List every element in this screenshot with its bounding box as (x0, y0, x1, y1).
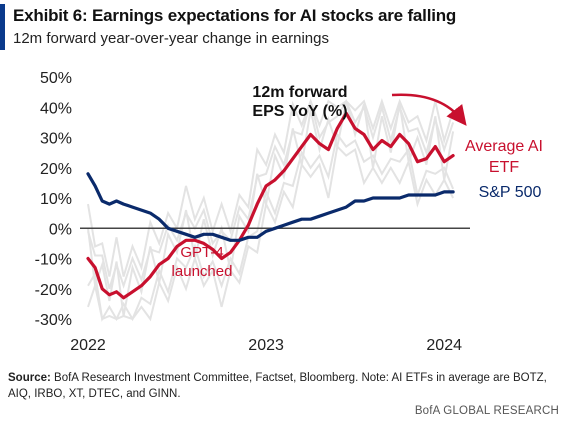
average-ai-etf-label-line-1: Average AI (465, 138, 543, 155)
falling-arrow-icon (391, 93, 467, 126)
y-tick-label: 10% (40, 191, 72, 208)
eps-annotation-line-2: EPS YoY (%) (252, 103, 347, 120)
x-tick-label: 2022 (70, 337, 106, 354)
gpt4-annotation-line-2: launched (172, 263, 233, 280)
eps-annotation: 12m forward EPS YoY (%) (252, 84, 347, 120)
eps-annotation-line-1: 12m forward (252, 84, 347, 101)
y-tick-label: 40% (40, 100, 72, 117)
y-tick-label: -30% (35, 312, 72, 329)
y-tick-label: -20% (35, 282, 72, 299)
x-tick-label: 2023 (248, 337, 284, 354)
y-tick-label: -10% (35, 252, 72, 269)
individual-etf-line (87, 98, 455, 290)
x-tick-label: 2024 (426, 337, 462, 354)
title-accent-bar (0, 4, 5, 50)
sp500-legend-label: S&P 500 (479, 184, 542, 201)
source-label: Source: (8, 372, 51, 384)
average-ai-etf-line (86, 111, 455, 300)
x-axis-tick-labels: 2022 2023 2024 (70, 337, 462, 354)
y-tick-label: 20% (40, 161, 72, 178)
y-tick-label: 50% (40, 70, 72, 87)
y-tick-label: 30% (40, 131, 72, 148)
individual-etf-line (87, 100, 455, 317)
brand-footer: BofA GLOBAL RESEARCH (414, 405, 559, 417)
average-ai-etf-label-line-2: ETF (489, 159, 519, 176)
individual-etf-line (87, 144, 454, 322)
gpt4-annotation-line-1: GPT-4 (180, 244, 223, 261)
y-axis-tick-labels: 50% 40% 30% 20% 10% 0% -10% -20% -30% (35, 70, 72, 329)
y-tick-label: 0% (49, 221, 72, 238)
source-text: BofA Research Investment Committee, Fact… (8, 372, 547, 400)
series-lines (86, 111, 455, 300)
chart-title: Exhibit 6: Earnings expectations for AI … (13, 6, 457, 25)
chart-subtitle: 12m forward year-over-year change in ear… (13, 30, 329, 47)
individual-etf-lines (87, 97, 455, 322)
source-note: Source: BofA Research Investment Committ… (8, 370, 563, 402)
individual-etf-line (87, 132, 455, 322)
average-ai-etf-legend-label: Average AI ETF (465, 138, 543, 176)
individual-etf-line (87, 97, 455, 277)
gpt4-annotation: GPT-4 launched (172, 244, 233, 280)
sp500-line (86, 172, 455, 242)
